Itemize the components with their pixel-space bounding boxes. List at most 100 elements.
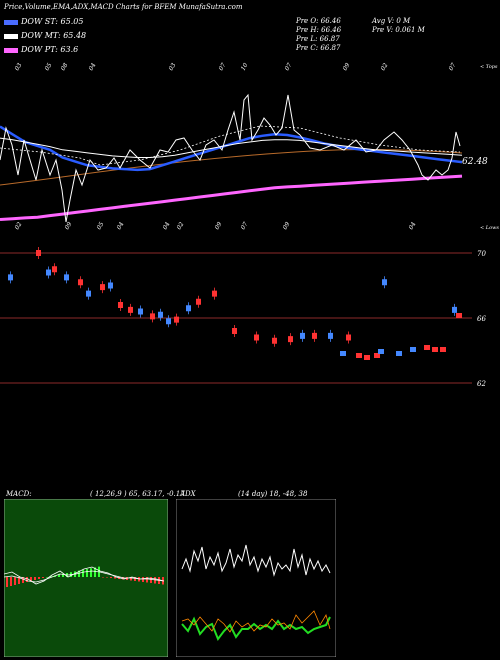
candle-body xyxy=(440,347,446,352)
plus-di-line xyxy=(181,616,331,642)
y-label-62: 62 xyxy=(477,380,486,388)
macd-hist-bar xyxy=(86,569,88,577)
ema-series-line xyxy=(0,125,463,172)
macd-title: MACD: xyxy=(6,490,32,498)
candle-body xyxy=(424,345,430,350)
bottom-date-label: 09 xyxy=(282,221,292,231)
top-date-label: 02 xyxy=(380,62,390,72)
stat-avg-volume: Avg V: 0 M xyxy=(372,17,411,25)
stat-pre-close: Pre C: 66.87 xyxy=(296,44,341,52)
candle-body xyxy=(340,351,346,356)
candle-body xyxy=(396,351,402,356)
macd-hist-bar xyxy=(134,577,136,581)
macd-hist-bar xyxy=(82,569,84,577)
top-right-tag: < Tops xyxy=(480,64,498,70)
top-date-label: 05 xyxy=(44,62,54,72)
candles xyxy=(8,247,462,360)
ema-series-line xyxy=(0,137,463,158)
macd-hist-bar xyxy=(26,577,28,582)
ema-series-line xyxy=(0,174,463,221)
top-date-label: 07 xyxy=(448,62,458,72)
macd-hist-bar xyxy=(22,577,24,583)
macd-hist-bar xyxy=(106,577,108,578)
top-date-labels: 03 05 08 04 03 07 10 07 09 02 07 xyxy=(14,62,458,72)
macd-hist-bar xyxy=(110,577,112,578)
macd-hist-bar xyxy=(130,577,132,581)
bottom-date-label: 09 xyxy=(64,221,74,231)
macd-hist-bar xyxy=(10,577,12,586)
candle-body xyxy=(432,347,438,352)
macd-hist-bar xyxy=(122,577,124,580)
stat-pre-volume: Pre V: 0.061 M xyxy=(372,26,425,34)
legend-pt-label: DOW PT: 63.6 xyxy=(21,45,79,54)
bottom-date-label: 02 xyxy=(14,221,24,231)
bottom-date-label: 07 xyxy=(240,221,250,231)
macd-hist-bar xyxy=(50,576,52,577)
adx-title: ADX xyxy=(180,490,196,498)
macd-hist-bar xyxy=(102,577,104,578)
macd-hist-bar xyxy=(142,577,144,582)
ema-lines xyxy=(0,93,463,223)
top-date-label: 10 xyxy=(240,62,250,72)
macd-hist-bar xyxy=(58,574,60,577)
legend-pt: DOW PT: 63.6 xyxy=(4,45,78,57)
macd-hist-bar xyxy=(62,573,64,577)
top-date-label: 07 xyxy=(218,62,228,72)
top-date-label: 09 xyxy=(342,62,352,72)
legend-pt-swatch xyxy=(4,47,18,53)
candle-chart xyxy=(0,247,472,384)
bottom-right-tag: < Lows xyxy=(480,225,499,231)
macd-line-b xyxy=(4,570,165,583)
macd-hist-bar xyxy=(34,577,36,580)
price-dotted-line xyxy=(0,125,461,166)
macd-hist-bar xyxy=(14,577,16,585)
candle-body xyxy=(364,355,370,360)
top-date-label: 03 xyxy=(168,62,178,72)
top-date-label: 08 xyxy=(60,62,70,72)
macd-hist-bar xyxy=(78,570,80,577)
adx-line xyxy=(181,544,331,577)
minus-di-line xyxy=(181,610,331,633)
adx-params: (14 day) 18, -48, 38 xyxy=(238,490,308,498)
stat-pre-low: Pre L: 66.87 xyxy=(296,35,340,43)
legend-mt-label: DOW MT: 65.48 xyxy=(21,31,87,40)
bottom-date-label: 09 xyxy=(214,221,224,231)
macd-hist-bar xyxy=(114,577,116,579)
macd-hist-bar xyxy=(38,577,40,579)
legend-st: DOW ST: 65.05 xyxy=(4,17,83,29)
chart-title: Price,Volume,EMA,ADX,MACD Charts for BFE… xyxy=(4,3,243,11)
macd-hist-bar xyxy=(30,577,32,581)
top-date-label: 04 xyxy=(88,62,98,72)
legend-mt: DOW MT: 65.48 xyxy=(4,31,86,43)
legend-st-swatch xyxy=(4,19,18,25)
top-date-label: 03 xyxy=(14,62,24,72)
candle-body xyxy=(410,347,416,352)
macd-hist-bar xyxy=(90,568,92,577)
macd-hist-bar xyxy=(146,577,148,583)
y-label-66: 66 xyxy=(477,315,486,323)
stat-pre-open: Pre O: 66.46 xyxy=(296,17,341,25)
price-chart: 03 05 08 04 03 07 10 07 09 02 07 02 09 05 04 04 02 09 07 0… xyxy=(0,62,463,231)
candle-body xyxy=(456,313,462,318)
bottom-date-label: 04 xyxy=(162,221,172,231)
y-label-70: 70 xyxy=(477,250,486,258)
bottom-date-labels: 02 09 05 04 04 02 09 07 09 04 xyxy=(14,221,418,231)
candle-body xyxy=(378,349,384,354)
bottom-date-label: 04 xyxy=(408,221,418,231)
macd-chart xyxy=(4,499,168,657)
bottom-date-label: 04 xyxy=(116,221,126,231)
macd-params: ( 12,26,9 ) 65, 63.17, -0.17 xyxy=(90,490,185,498)
candle-body xyxy=(356,353,362,358)
macd-hist-bar xyxy=(42,577,44,578)
bottom-date-label: 02 xyxy=(176,221,186,231)
candle-body xyxy=(374,353,380,358)
last-price-label: 62.48 xyxy=(462,157,488,167)
macd-hist-bar xyxy=(46,577,48,578)
top-date-label: 07 xyxy=(284,62,294,72)
legend-mt-swatch xyxy=(4,33,18,39)
stat-pre-high: Pre H: 66.46 xyxy=(296,26,342,34)
price-line xyxy=(0,93,461,223)
adx-chart xyxy=(176,499,336,657)
macd-hist-bar xyxy=(18,577,20,584)
legend-st-label: DOW ST: 65.05 xyxy=(21,17,84,26)
